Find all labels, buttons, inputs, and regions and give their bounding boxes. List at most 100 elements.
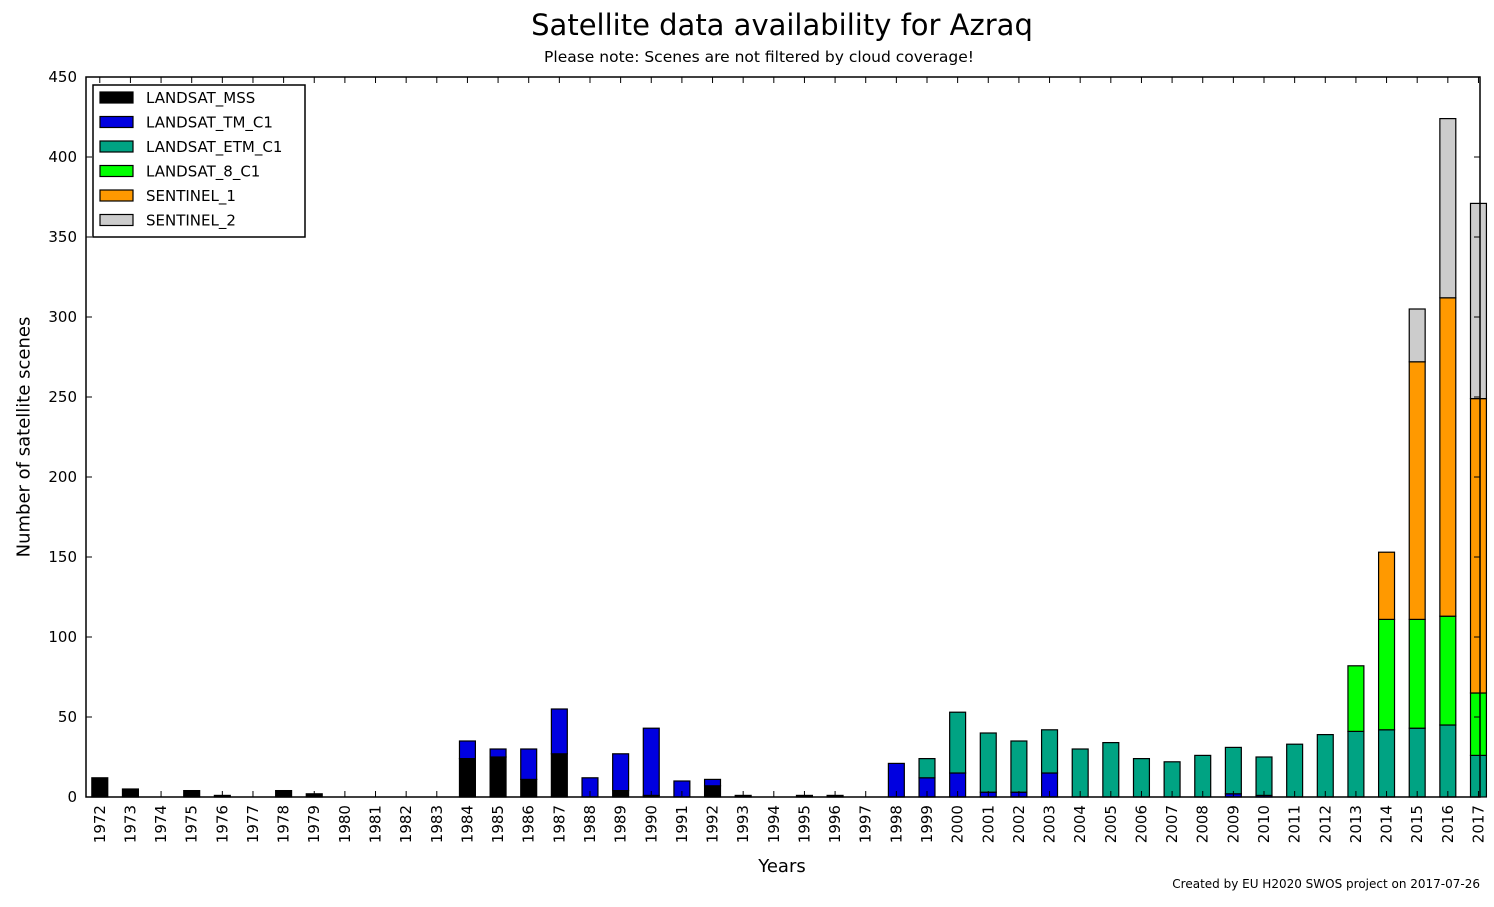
x-tick-label: 2014 <box>1378 805 1396 843</box>
x-tick-label: 1985 <box>489 805 507 843</box>
x-tick-label: 1999 <box>918 805 936 843</box>
x-tick-label: 1993 <box>734 805 752 843</box>
x-axis-ticks: 1972 1973 1974 1975 1976 1977 1978 1979 1980 1981… <box>91 77 1487 843</box>
y-tick-label: 450 <box>48 68 77 86</box>
legend-box <box>92 84 306 238</box>
chart-title: Satellite data availability for Azraq <box>531 8 1033 42</box>
x-tick-label: 1972 <box>91 805 109 843</box>
x-tick-label: 1994 <box>765 805 783 843</box>
y-tick-label: 0 <box>67 788 77 806</box>
x-tick-label: 1984 <box>458 805 476 843</box>
x-tick-label: 2002 <box>1010 805 1028 843</box>
y-tick-label: 250 <box>48 388 77 406</box>
x-tick-label: 2004 <box>1071 805 1089 843</box>
x-tick-label: 2009 <box>1224 805 1242 843</box>
x-tick-label: 1975 <box>183 805 201 843</box>
bar-landsat-etm-c1-2008 <box>1194 754 1212 798</box>
bar-landsat-etm-c1-2012 <box>1316 733 1334 798</box>
bar-sentinel-1-2014 <box>1377 551 1396 621</box>
legend-label-landsat-tm-c1: LANDSAT_TM_C1 <box>146 114 273 133</box>
y-tick-label: 100 <box>48 628 77 646</box>
bar-landsat-etm-c1-2005 <box>1102 741 1120 798</box>
legend-swatch-landsat-tm-c1 <box>99 115 134 129</box>
x-tick-label: 2008 <box>1194 805 1212 843</box>
x-tick-label: 1977 <box>244 805 262 843</box>
x-tick-label: 2007 <box>1163 805 1181 843</box>
bar-landsat-tm-c1-1989 <box>612 753 630 792</box>
x-tick-label: 1983 <box>428 805 446 843</box>
legend-swatch-landsat-mss <box>99 91 134 104</box>
y-tick-label: 150 <box>48 548 77 566</box>
bar-landsat-mss-1987 <box>550 753 568 798</box>
y-tick-label: 200 <box>48 468 77 486</box>
bar-landsat-etm-c1-2016 <box>1439 724 1457 798</box>
bar-sentinel-1-2017 <box>1469 398 1488 694</box>
bar-sentinel-2-2017 <box>1469 202 1488 400</box>
bar-landsat-etm-c1-2014 <box>1377 729 1396 798</box>
bar-sentinel-2-2016 <box>1439 117 1457 299</box>
x-tick-label: 2001 <box>979 805 997 843</box>
x-tick-label: 2010 <box>1255 805 1273 843</box>
x-tick-label: 1992 <box>704 805 722 843</box>
y-tick-label: 300 <box>48 308 77 326</box>
legend-swatch-landsat-8-c1 <box>99 164 134 178</box>
x-tick-label: 1973 <box>121 805 139 843</box>
x-tick-label: 1996 <box>826 805 844 843</box>
bar-landsat-etm-c1-1999 <box>918 757 936 779</box>
x-tick-label: 2015 <box>1408 805 1426 843</box>
x-tick-label: 1978 <box>275 805 293 843</box>
legend-swatch-landsat-etm-c1 <box>99 140 134 153</box>
bar-landsat-tm-c1-1987 <box>550 708 568 755</box>
bar-landsat-etm-c1-2004 <box>1071 748 1089 798</box>
bar-landsat-etm-c1-2003 <box>1040 729 1059 774</box>
x-tick-label: 2003 <box>1041 805 1059 843</box>
bar-landsat-8-c1-2017 <box>1469 692 1488 757</box>
bar-landsat-tm-c1-1990 <box>642 727 660 797</box>
y-tick-label: 50 <box>58 708 77 726</box>
x-tick-label: 1981 <box>367 805 385 843</box>
x-tick-label: 1998 <box>887 805 905 843</box>
x-tick-label: 2013 <box>1347 805 1365 843</box>
plot-frame <box>85 76 1481 798</box>
bar-landsat-tm-c1-1984 <box>458 740 477 760</box>
x-tick-label: 2016 <box>1439 805 1457 843</box>
bar-landsat-etm-c1-2009 <box>1224 746 1242 795</box>
bar-landsat-8-c1-2014 <box>1377 618 1396 731</box>
legend-label-sentinel-2: SENTINEL_2 <box>146 212 236 231</box>
x-tick-label: 2006 <box>1132 805 1150 843</box>
legend: LANDSAT_MSS LANDSAT_TM_C1 LANDSAT_ETM_C1 LA… <box>92 84 306 238</box>
bar-landsat-etm-c1-2017 <box>1469 754 1488 798</box>
x-tick-label: 1991 <box>673 805 691 843</box>
bar-sentinel-1-2016 <box>1439 297 1457 617</box>
x-tick-label: 2017 <box>1469 805 1487 843</box>
x-tick-label: 1976 <box>213 805 231 843</box>
legend-label-landsat-8-c1: LANDSAT_8_C1 <box>146 163 260 182</box>
x-tick-label: 1997 <box>857 805 875 843</box>
bars-group <box>91 117 1488 798</box>
x-tick-label: 1974 <box>152 805 170 843</box>
credit-note: Created by EU H2020 SWOS project on 2017… <box>1172 877 1480 891</box>
x-axis-label: Years <box>758 856 806 877</box>
x-tick-label: 1990 <box>642 805 660 843</box>
legend-label-sentinel-1: SENTINEL_1 <box>146 187 236 206</box>
y-tick-label: 350 <box>48 228 77 246</box>
x-tick-label: 1987 <box>550 805 568 843</box>
chart-subtitle: Please note: Scenes are not filtered by … <box>544 48 974 66</box>
bar-sentinel-2-2015 <box>1408 308 1426 363</box>
bar-landsat-tm-c1-1992 <box>703 778 722 787</box>
bar-landsat-tm-c1-1985 <box>489 748 507 758</box>
legend-swatch-sentinel-1 <box>99 189 134 202</box>
bar-landsat-etm-c1-2013 <box>1347 730 1365 798</box>
x-tick-label: 1982 <box>397 805 415 843</box>
bar-landsat-etm-c1-2001 <box>979 732 997 793</box>
bar-landsat-etm-c1-2011 <box>1286 743 1304 798</box>
x-tick-label: 1988 <box>581 805 599 843</box>
x-tick-label: 2000 <box>949 805 967 843</box>
y-tick-label: 400 <box>48 148 77 166</box>
x-tick-label: 2012 <box>1316 805 1334 843</box>
bar-landsat-8-c1-2016 <box>1439 615 1457 726</box>
x-tick-label: 1979 <box>305 805 323 843</box>
x-tick-label: 2005 <box>1102 805 1120 843</box>
bar-landsat-8-c1-2015 <box>1408 618 1426 729</box>
